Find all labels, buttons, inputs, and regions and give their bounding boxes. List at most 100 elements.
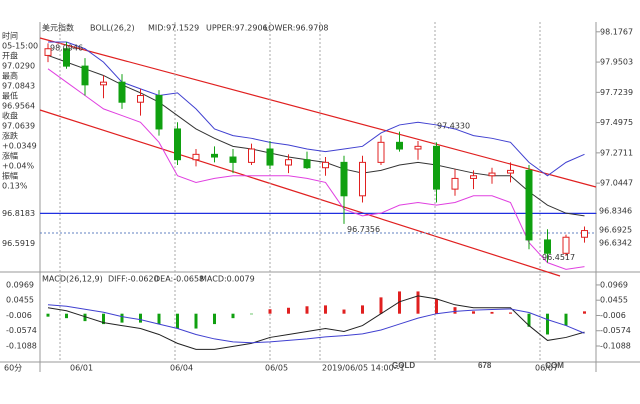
candle-body: [507, 169, 514, 174]
macd-bar: [435, 298, 438, 314]
candle-body: [174, 128, 181, 161]
macd-bar: [583, 311, 586, 314]
macd-bar: [564, 313, 568, 326]
macd-title: MACD(26,12,9): [42, 275, 103, 284]
info-label: 最低: [2, 91, 18, 101]
symbol: 美元指数: [42, 23, 74, 33]
candle-body: [155, 95, 163, 130]
macd-bar: [102, 313, 105, 325]
info-value: 97.0843: [2, 82, 35, 91]
candle-body: [118, 81, 126, 103]
macd-bar: [83, 313, 87, 322]
y-tick-label: -0.1088: [600, 341, 631, 350]
candle-body: [44, 48, 52, 56]
y-tick-label: 97.7239: [600, 88, 633, 97]
info-label: 最高: [2, 71, 18, 81]
price-tag: [597, 238, 637, 249]
info-panel: [0, 22, 38, 190]
info-label: 开盘: [2, 51, 18, 61]
macd-bar: [472, 311, 475, 314]
candle-body: [525, 169, 533, 241]
info-value: 97.0639: [2, 122, 35, 131]
info-value: 97.0290: [2, 62, 35, 71]
info-value: +0.0349: [2, 142, 37, 151]
macd-bar: [324, 305, 327, 314]
channel-upper: [39, 37, 597, 188]
macd-bar: [194, 313, 198, 329]
indicator: UPPER:97.2906: [206, 24, 268, 33]
price-tag-label: 96.6925: [599, 226, 632, 235]
macd-bar: [176, 313, 179, 329]
macd-bar: [342, 309, 346, 314]
price-tag: [597, 225, 637, 236]
y-tick-label: 97.9503: [600, 58, 633, 67]
y-tick-label: 97.2711: [600, 148, 633, 157]
info-value: 96.9564: [2, 102, 35, 111]
macd-bar: [120, 313, 124, 323]
candle-body: [81, 65, 89, 86]
price-tag-label: 96.6342: [599, 239, 632, 248]
price-annotation: 97.4330: [437, 122, 470, 131]
x-tick-label: 06/07: [535, 364, 558, 373]
candle-body: [285, 159, 292, 166]
macd-bar: [46, 313, 50, 317]
macd-bar: [305, 306, 309, 314]
band-line: [47, 68, 585, 270]
info-value: 05-15:00: [2, 42, 38, 51]
y-tick-label: -0.006: [6, 311, 32, 320]
price-annotation: 96.7356: [347, 225, 380, 234]
candle-body: [303, 159, 311, 169]
watermark: 678: [478, 361, 492, 370]
candle-body: [266, 148, 274, 166]
y-tick-label: 98.1767: [600, 27, 633, 36]
info-label: 时间: [2, 31, 18, 41]
indicator: LOWER:96.9708: [264, 24, 329, 33]
macd-bar: [268, 309, 272, 314]
price-tag-label: 96.8346: [599, 207, 632, 216]
band-line: [48, 41, 585, 177]
candle-body: [451, 177, 459, 190]
macd-bar: [231, 313, 235, 319]
indicator: MID:97.1529: [148, 24, 199, 33]
candle-body: [100, 81, 107, 86]
macd-bar: [250, 313, 253, 315]
macd-bar: [287, 307, 290, 314]
candle-body: [229, 156, 237, 163]
candle-body: [414, 145, 422, 150]
macd-bar: [139, 313, 142, 323]
info-value: 0.13%: [2, 182, 28, 191]
macd-stat: DEA:-0.0658: [154, 275, 204, 284]
y-tick-label: -0.006: [600, 311, 626, 320]
candle-body: [544, 239, 551, 254]
candle-body: [211, 153, 218, 158]
y-tick-label: 96.5919: [2, 239, 35, 248]
macd-stat: MACD:0.0079: [200, 275, 255, 284]
macd-line: [47, 304, 585, 344]
y-tick-label: 0.0969: [6, 280, 34, 289]
macd-bar: [398, 291, 401, 314]
info-label: 振幅: [2, 171, 18, 181]
macd-stat: DIFF:-0.0620: [108, 275, 159, 284]
candle-body: [359, 161, 366, 197]
y-tick-label: 0.0969: [600, 280, 628, 289]
x-tick-label: 2019/06/05 14:00--1: [322, 364, 405, 373]
candle-body: [137, 95, 144, 103]
macd-bar: [527, 313, 531, 327]
y-tick-label: -0.1088: [6, 341, 37, 350]
y-tick-label: -0.0574: [600, 326, 631, 335]
watermark: .COM: [543, 361, 564, 370]
info-label: 收盘: [2, 111, 18, 121]
y-tick-label: 96.8183: [2, 209, 35, 218]
candle-body: [470, 175, 477, 179]
macd-bar: [546, 313, 549, 335]
price-annotation: 98.0946: [50, 43, 83, 52]
indicator: BOLL(26,2): [90, 24, 135, 33]
candle-body: [396, 141, 403, 150]
y-tick-label: 0.0455: [6, 296, 34, 305]
y-tick-label: -0.0574: [6, 326, 37, 335]
candle-body: [340, 161, 348, 197]
macd-bar: [157, 313, 161, 325]
x-tick-label: 06/04: [170, 364, 193, 373]
y-tick-label: 97.0447: [600, 179, 633, 188]
